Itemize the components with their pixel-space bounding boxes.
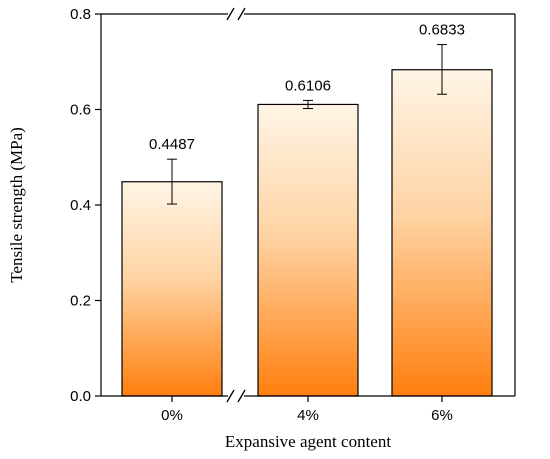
bar-0% (121, 181, 223, 397)
x-tick-label: 0% (161, 407, 183, 424)
x-axis-title: Expansive agent content (225, 432, 391, 451)
axis-break-bottom (226, 389, 246, 403)
value-label-4%: 0.6106 (285, 77, 331, 94)
y-tick-label: 0.6 (70, 102, 91, 119)
error-bar-0% (167, 158, 177, 205)
error-bars-layer (167, 44, 447, 205)
error-bar-6% (437, 44, 447, 95)
axis-break-top (226, 7, 246, 21)
value-label-6%: 0.6833 (419, 22, 465, 39)
y-axis-title: Tensile strength (MPa) (7, 127, 26, 283)
bar-6% (391, 69, 493, 397)
y-tick-label: 0.2 (70, 293, 91, 310)
error-bar-4% (303, 99, 313, 110)
value-labels-layer: 0.4487 0.6106 0.6833 (149, 22, 465, 154)
y-tick-label: 0.8 (70, 6, 91, 23)
x-tick-label: 4% (297, 407, 319, 424)
bars-layer (121, 69, 493, 397)
y-tick-label: 0.4 (70, 197, 91, 214)
bar-4% (257, 103, 359, 397)
x-tick-label: 6% (431, 407, 453, 424)
y-tick-label: 0.0 (70, 388, 91, 405)
value-label-0%: 0.4487 (149, 136, 195, 153)
axes-layer: 0.0 0.2 0.4 0.6 0.8 0% 4% 6% (70, 6, 516, 424)
